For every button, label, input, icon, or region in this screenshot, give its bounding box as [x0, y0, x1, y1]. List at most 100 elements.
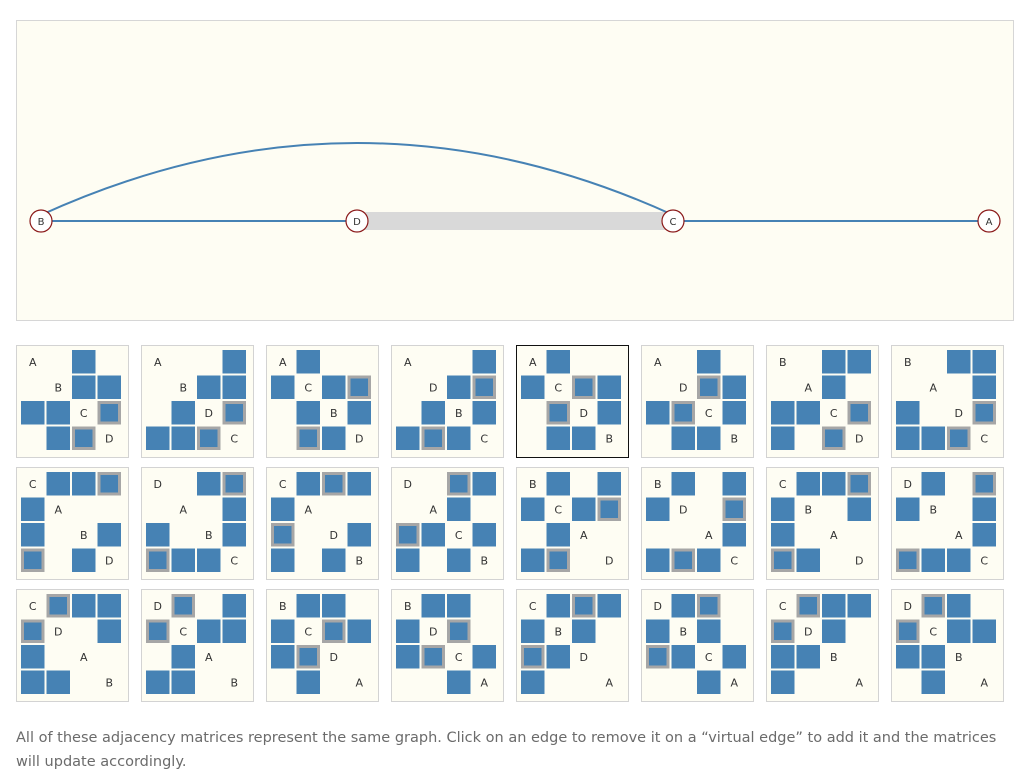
matrix-diagonal-label: A [955, 529, 963, 542]
matrix-diagonal-label: D [105, 432, 113, 445]
matrix-tile[interactable]: C D A B [16, 589, 129, 702]
matrix-diagonal-label: B [955, 651, 963, 664]
matrix-virtual-outline [771, 548, 795, 572]
node-C[interactable]: C [661, 209, 685, 233]
matrix-tile[interactable]: A C D B [516, 345, 629, 458]
matrix-tile[interactable]: B A D C [891, 345, 1004, 458]
matrix-diagonal-label: A [205, 651, 213, 664]
matrix-virtual-outline [222, 472, 246, 496]
matrix-edge-cell [521, 548, 545, 572]
matrix-edge-cell [146, 670, 170, 694]
matrix-edge-cell [722, 645, 746, 669]
matrix-edge-cell [322, 594, 346, 618]
matrix-virtual-cell [396, 523, 420, 547]
matrix-edge-cell [697, 619, 721, 643]
matrix-tile[interactable]: A D C B [641, 345, 754, 458]
matrix-diagonal-label: A [404, 356, 412, 369]
matrix-tile[interactable]: A D B C [391, 345, 504, 458]
matrix-tile[interactable]: B C A D [516, 467, 629, 580]
node-B[interactable]: B [29, 209, 53, 233]
matrix-diagonal-label: C [779, 478, 787, 491]
matrix-svg: C D A B [21, 594, 121, 694]
matrix-virtual-cell [347, 375, 371, 399]
matrix-edge-cell [21, 401, 45, 425]
matrix-edge-cell [322, 375, 346, 399]
matrix-tile[interactable]: C B A D [766, 467, 879, 580]
matrix-diagonal-label: C [230, 554, 238, 567]
matrix-diagonal-label: A [279, 356, 287, 369]
matrix-diagonal-label: B [205, 529, 213, 542]
matrix-virtual-outline [521, 645, 545, 669]
node-D[interactable]: D [345, 209, 369, 233]
matrix-diagonal-label: C [730, 554, 738, 567]
matrix-tile[interactable]: C A D B [266, 467, 379, 580]
matrix-tile[interactable]: B A C D [766, 345, 879, 458]
matrix-edge-cell [171, 426, 195, 450]
matrix-virtual-outline [572, 594, 596, 618]
matrix-tile[interactable]: A C B D [266, 345, 379, 458]
matrix-diagonal-label: B [730, 432, 738, 445]
matrix-edge-cell [597, 401, 621, 425]
matrix-edge-cell [646, 401, 670, 425]
matrix-tile[interactable]: C B D A [516, 589, 629, 702]
node-A[interactable]: A [977, 209, 1001, 233]
matrix-diagonal-label: A [705, 529, 713, 542]
matrix-svg: B C A D [521, 472, 621, 572]
matrix-diagonal-label: B [179, 381, 187, 394]
matrix-diagonal-label: D [580, 651, 588, 664]
matrix-edge-cell [847, 497, 871, 521]
matrix-edge-cell [296, 670, 320, 694]
virtual-edge-D-C[interactable] [357, 212, 673, 230]
matrix-tile[interactable]: A B D C [141, 345, 254, 458]
matrix-tile[interactable]: B D A C [641, 467, 754, 580]
matrix-edge-cell [947, 548, 971, 572]
matrix-edge-cell [546, 426, 570, 450]
matrix-svg: D B A C [896, 472, 996, 572]
matrix-diagonal-label: D [429, 625, 437, 638]
matrix-virtual-outline [597, 497, 621, 521]
matrix-virtual-cell [847, 472, 871, 496]
matrix-virtual-outline [697, 375, 721, 399]
edge-B-C[interactable] [40, 142, 674, 216]
matrix-tile[interactable]: D B C A [641, 589, 754, 702]
matrix-edge-cell [46, 472, 70, 496]
matrix-tile[interactable]: D A C B [391, 467, 504, 580]
matrix-svg: C B D A [521, 594, 621, 694]
matrix-diagonal-label: D [205, 407, 213, 420]
matrix-edge-cell [72, 472, 96, 496]
matrix-virtual-cell [972, 472, 996, 496]
matrix-edge-cell [671, 472, 695, 496]
matrix-tile[interactable]: B D C A [391, 589, 504, 702]
matrix-diagonal-label: A [804, 381, 812, 394]
matrix-tile[interactable]: C A B D [16, 467, 129, 580]
matrix-tile[interactable]: D C B A [891, 589, 1004, 702]
matrix-tile[interactable]: C D B A [766, 589, 879, 702]
matrix-tile[interactable]: D A B C [141, 467, 254, 580]
matrix-edge-cell [146, 426, 170, 450]
matrix-diagonal-label: C [705, 407, 713, 420]
matrix-svg: C B A D [771, 472, 871, 572]
matrix-tile[interactable]: A B C D [16, 345, 129, 458]
matrix-virtual-outline [396, 523, 420, 547]
matrix-svg: B D A C [646, 472, 746, 572]
matrix-edge-cell [972, 497, 996, 521]
matrix-tile[interactable]: B C D A [266, 589, 379, 702]
matrix-diagonal-label: C [304, 625, 312, 638]
matrix-virtual-outline [46, 594, 70, 618]
matrix-edge-cell [171, 670, 195, 694]
matrix-edge-cell [296, 594, 320, 618]
matrix-diagonal-label: D [330, 651, 338, 664]
matrix-edge-cell [46, 426, 70, 450]
matrix-diagonal-label: B [654, 478, 662, 491]
matrix-virtual-cell [722, 497, 746, 521]
matrix-edge-cell [796, 472, 820, 496]
matrix-diagonal-label: A [179, 503, 187, 516]
matrix-edge-cell [421, 401, 445, 425]
matrix-edge-cell [347, 401, 371, 425]
matrix-svg: A B C D [21, 350, 121, 450]
matrix-virtual-outline [421, 645, 445, 669]
matrix-tile[interactable]: D B A C [891, 467, 1004, 580]
matrix-tile[interactable]: D C A B [141, 589, 254, 702]
matrix-virtual-outline [972, 472, 996, 496]
matrix-edge-cell [822, 472, 846, 496]
